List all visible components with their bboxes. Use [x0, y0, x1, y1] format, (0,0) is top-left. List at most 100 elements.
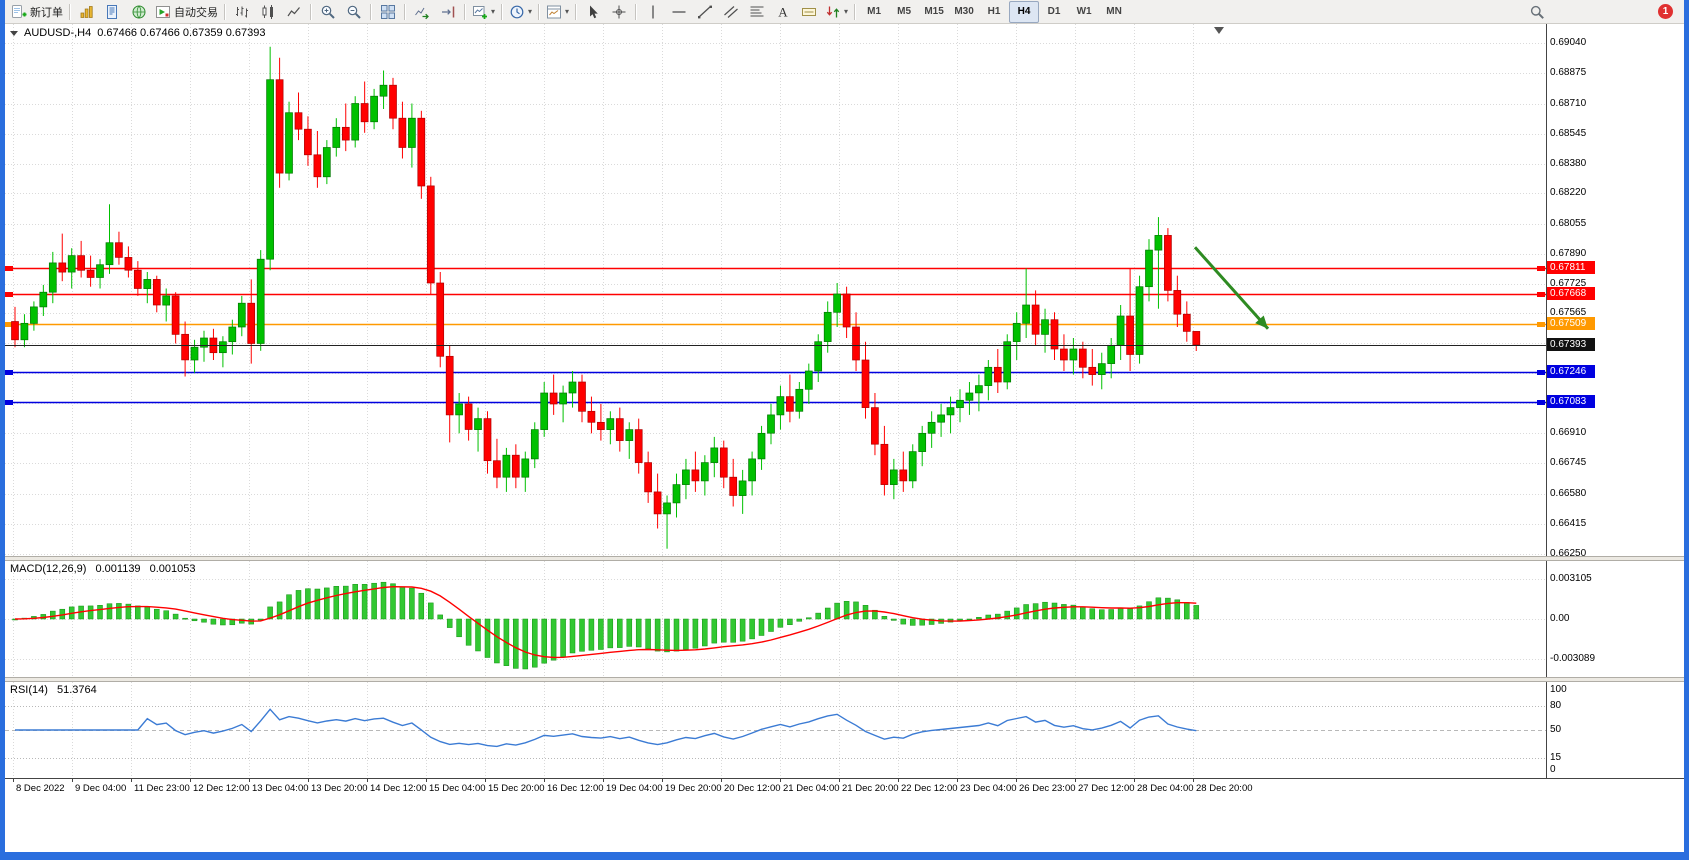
chart-shift-marker-icon[interactable]: [1214, 27, 1224, 34]
zoom-out-button[interactable]: [341, 1, 367, 23]
price-tick-label: 0.68545: [1550, 127, 1587, 139]
time-tick: [426, 779, 427, 782]
tf-m1-button-label: M1: [867, 6, 882, 17]
equidistant-channel-button[interactable]: [718, 1, 744, 23]
auto-scroll-button[interactable]: [409, 1, 435, 23]
time-tick-label: 21 Dec 20:00: [842, 783, 899, 794]
trendline-icon: [698, 5, 713, 18]
macd-panel: MACD(12,26,9) 0.001139 0.001053 0.003105…: [5, 561, 1684, 677]
price-chart-panel: AUDUSD-,H4 0.67466 0.67466 0.67359 0.673…: [5, 24, 1684, 556]
dropdown-arrow-icon: ▾: [844, 7, 849, 16]
text-button[interactable]: A: [770, 1, 796, 23]
toolbar: 新订单 自动交易 ▾ ▾ ▾ A ▾ M1 M5 M15 M30 H1 H4 D1 W1 MN 1: [5, 0, 1684, 24]
toolbar-separator: [635, 3, 638, 20]
macd-chart-svg: [5, 561, 1546, 677]
bottom-space: [5, 800, 1684, 852]
tf-m15-button-label: M15: [924, 6, 944, 17]
notification-badge[interactable]: 1: [1658, 4, 1673, 19]
tf-mn-button[interactable]: MN: [1099, 1, 1129, 23]
time-tick: [131, 779, 132, 782]
tf-h4-button-label: H4: [1017, 6, 1031, 17]
tile-windows-button[interactable]: [375, 1, 401, 23]
arrow-annotation[interactable]: [1193, 246, 1270, 330]
rsi-tick-label: 50: [1550, 724, 1562, 735]
price-tick-label: 0.67725: [1550, 277, 1587, 289]
time-tick: [603, 779, 604, 782]
price-chart-plot[interactable]: AUDUSD-,H4 0.67466 0.67466 0.67359 0.673…: [5, 24, 1546, 556]
trendline-button[interactable]: [692, 1, 718, 23]
data-window-button[interactable]: [100, 1, 126, 23]
time-tick: [190, 779, 191, 782]
time-tick-label: 22 Dec 12:00: [901, 783, 958, 794]
green-globe-icon: [132, 5, 146, 18]
rsi-line: [15, 708, 1197, 748]
chart-shift-button[interactable]: [435, 1, 461, 23]
rsi-tick-label: 100: [1550, 684, 1567, 695]
bar-chart-icon: [236, 6, 248, 17]
new-chart-button[interactable]: ▾: [469, 1, 498, 23]
toolbar-separator: [370, 3, 372, 20]
tf-m1-button[interactable]: M1: [859, 1, 889, 23]
symbol-dropdown-icon[interactable]: [10, 30, 18, 36]
time-tick: [72, 779, 73, 782]
gold-bars-icon: [80, 5, 93, 18]
tf-m5-button[interactable]: M5: [889, 1, 919, 23]
line-chart-button[interactable]: [281, 1, 307, 23]
rsi-axis[interactable]: 100 80 50 15 0: [1546, 682, 1684, 778]
community-button[interactable]: [126, 1, 152, 23]
tf-m15-button[interactable]: M15: [919, 1, 949, 23]
macd-axis[interactable]: 0.003105 0.00 -0.003089: [1546, 561, 1684, 677]
bar-chart-button[interactable]: [229, 1, 255, 23]
time-axis[interactable]: 8 Dec 2022 9 Dec 04:00 11 Dec 23:00 12 Dec …: [5, 778, 1684, 800]
time-tick-label: 12 Dec 12:00: [193, 783, 250, 794]
rsi-tick-label: 80: [1550, 700, 1562, 711]
vline-icon: [652, 5, 654, 18]
toolbar-separator: [404, 3, 406, 20]
time-tick: [839, 779, 840, 782]
tf-m30-button[interactable]: M30: [949, 1, 979, 23]
fibonacci-button[interactable]: [744, 1, 770, 23]
rsi-tick-label: 15: [1550, 752, 1562, 763]
toolbar-separator: [310, 3, 312, 20]
template-icon: [547, 5, 562, 18]
tf-w1-button[interactable]: W1: [1069, 1, 1099, 23]
price-axis[interactable]: 0.69040 0.68875 0.68710 0.68545 0.68380 0.682…: [1546, 24, 1684, 556]
time-tick-label: 14 Dec 12:00: [370, 783, 427, 794]
chart-grid: [5, 24, 1546, 556]
panel-splitter[interactable]: [5, 677, 1684, 682]
price-tick-label: 0.68220: [1550, 187, 1587, 199]
tf-h1-button[interactable]: H1: [979, 1, 1009, 23]
time-tick-label: 23 Dec 04:00: [960, 783, 1017, 794]
crosshair-button[interactable]: [606, 1, 632, 23]
search-button[interactable]: [1524, 1, 1550, 23]
vertical-line-button[interactable]: [640, 1, 666, 23]
time-tick-label: 15 Dec 04:00: [429, 783, 486, 794]
panel-splitter[interactable]: [5, 556, 1684, 561]
auto-trading-icon: [156, 5, 170, 18]
auto-trading-button[interactable]: 自动交易: [152, 1, 221, 23]
rsi-plot[interactable]: RSI(14) 51.3764: [5, 682, 1546, 778]
toolbar-separator: [501, 3, 504, 20]
price-tick-label: 0.67565: [1550, 307, 1587, 319]
horizontal-line-button[interactable]: [666, 1, 692, 23]
dropdown-arrow-icon: ▾: [491, 7, 496, 16]
candlestick-chart-button[interactable]: [255, 1, 281, 23]
time-tick: [367, 779, 368, 782]
macd-plot[interactable]: MACD(12,26,9) 0.001139 0.001053: [5, 561, 1546, 677]
new-order-button[interactable]: 新订单: [8, 1, 66, 23]
tf-d1-button[interactable]: D1: [1039, 1, 1069, 23]
zoom-in-button[interactable]: [315, 1, 341, 23]
hline-icon: [672, 10, 686, 13]
arrows-button[interactable]: ▾: [822, 1, 851, 23]
tf-h1-button-label: H1: [987, 6, 1001, 17]
metaeditor-button[interactable]: [74, 1, 100, 23]
periods-button[interactable]: ▾: [506, 1, 535, 23]
toolbar-separator: [538, 3, 541, 20]
cursor-button[interactable]: [580, 1, 606, 23]
time-tick-label: 26 Dec 23:00: [1019, 783, 1076, 794]
price-marker-label: 0.67509: [1547, 316, 1595, 330]
dropdown-arrow-icon: ▾: [565, 7, 570, 16]
templates-button[interactable]: ▾: [543, 1, 572, 23]
text-label-button[interactable]: [796, 1, 822, 23]
tf-h4-button[interactable]: H4: [1009, 0, 1040, 23]
